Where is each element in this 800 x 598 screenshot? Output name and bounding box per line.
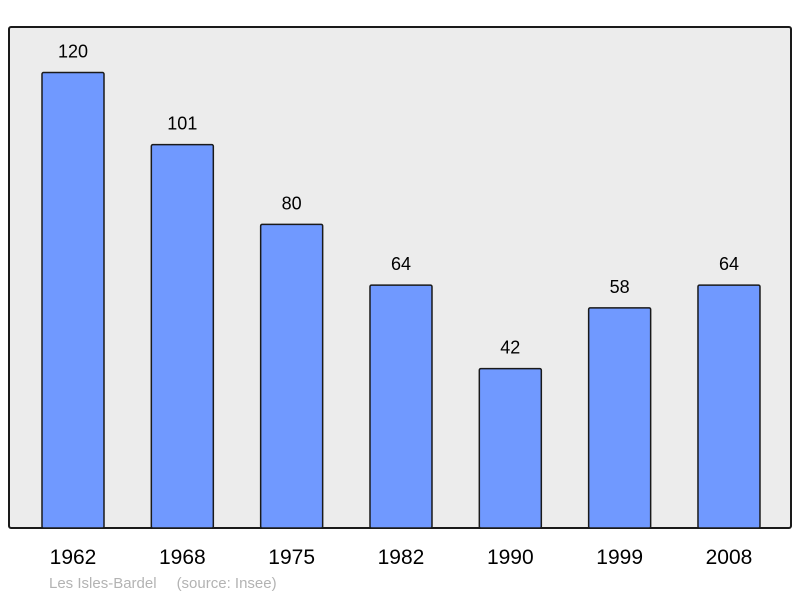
bar-1999 — [587, 307, 652, 529]
x-tick-label-1990: 1990 — [487, 546, 534, 569]
bar-1975 — [259, 223, 324, 529]
bar-1990 — [478, 367, 543, 529]
x-tick-label-1968: 1968 — [159, 546, 206, 569]
x-tick-label-1962: 1962 — [50, 546, 97, 569]
x-tick-label-2008: 2008 — [706, 546, 753, 569]
bar-2008 — [697, 284, 761, 529]
data-label-2008: 64 — [719, 254, 739, 274]
caption-place: Les Isles-Bardel — [49, 575, 157, 592]
data-label-1968: 101 — [167, 114, 197, 134]
data-label-1975: 80 — [282, 193, 302, 213]
bar-1962 — [41, 71, 105, 529]
x-tick-label-1999: 1999 — [596, 546, 643, 569]
x-tick-label-1982: 1982 — [378, 546, 425, 569]
data-label-1982: 64 — [391, 254, 411, 274]
data-label-1999: 58 — [610, 277, 630, 297]
bar-1982 — [369, 284, 433, 529]
bar-1968 — [150, 143, 215, 529]
data-label-1990: 42 — [500, 338, 520, 358]
caption-source: (source: Insee) — [176, 575, 277, 592]
chart-caption: Les Isles-Bardel (source: Insee) — [49, 575, 297, 592]
x-tick-label-1975: 1975 — [268, 546, 315, 569]
data-label-1962: 120 — [58, 42, 88, 62]
